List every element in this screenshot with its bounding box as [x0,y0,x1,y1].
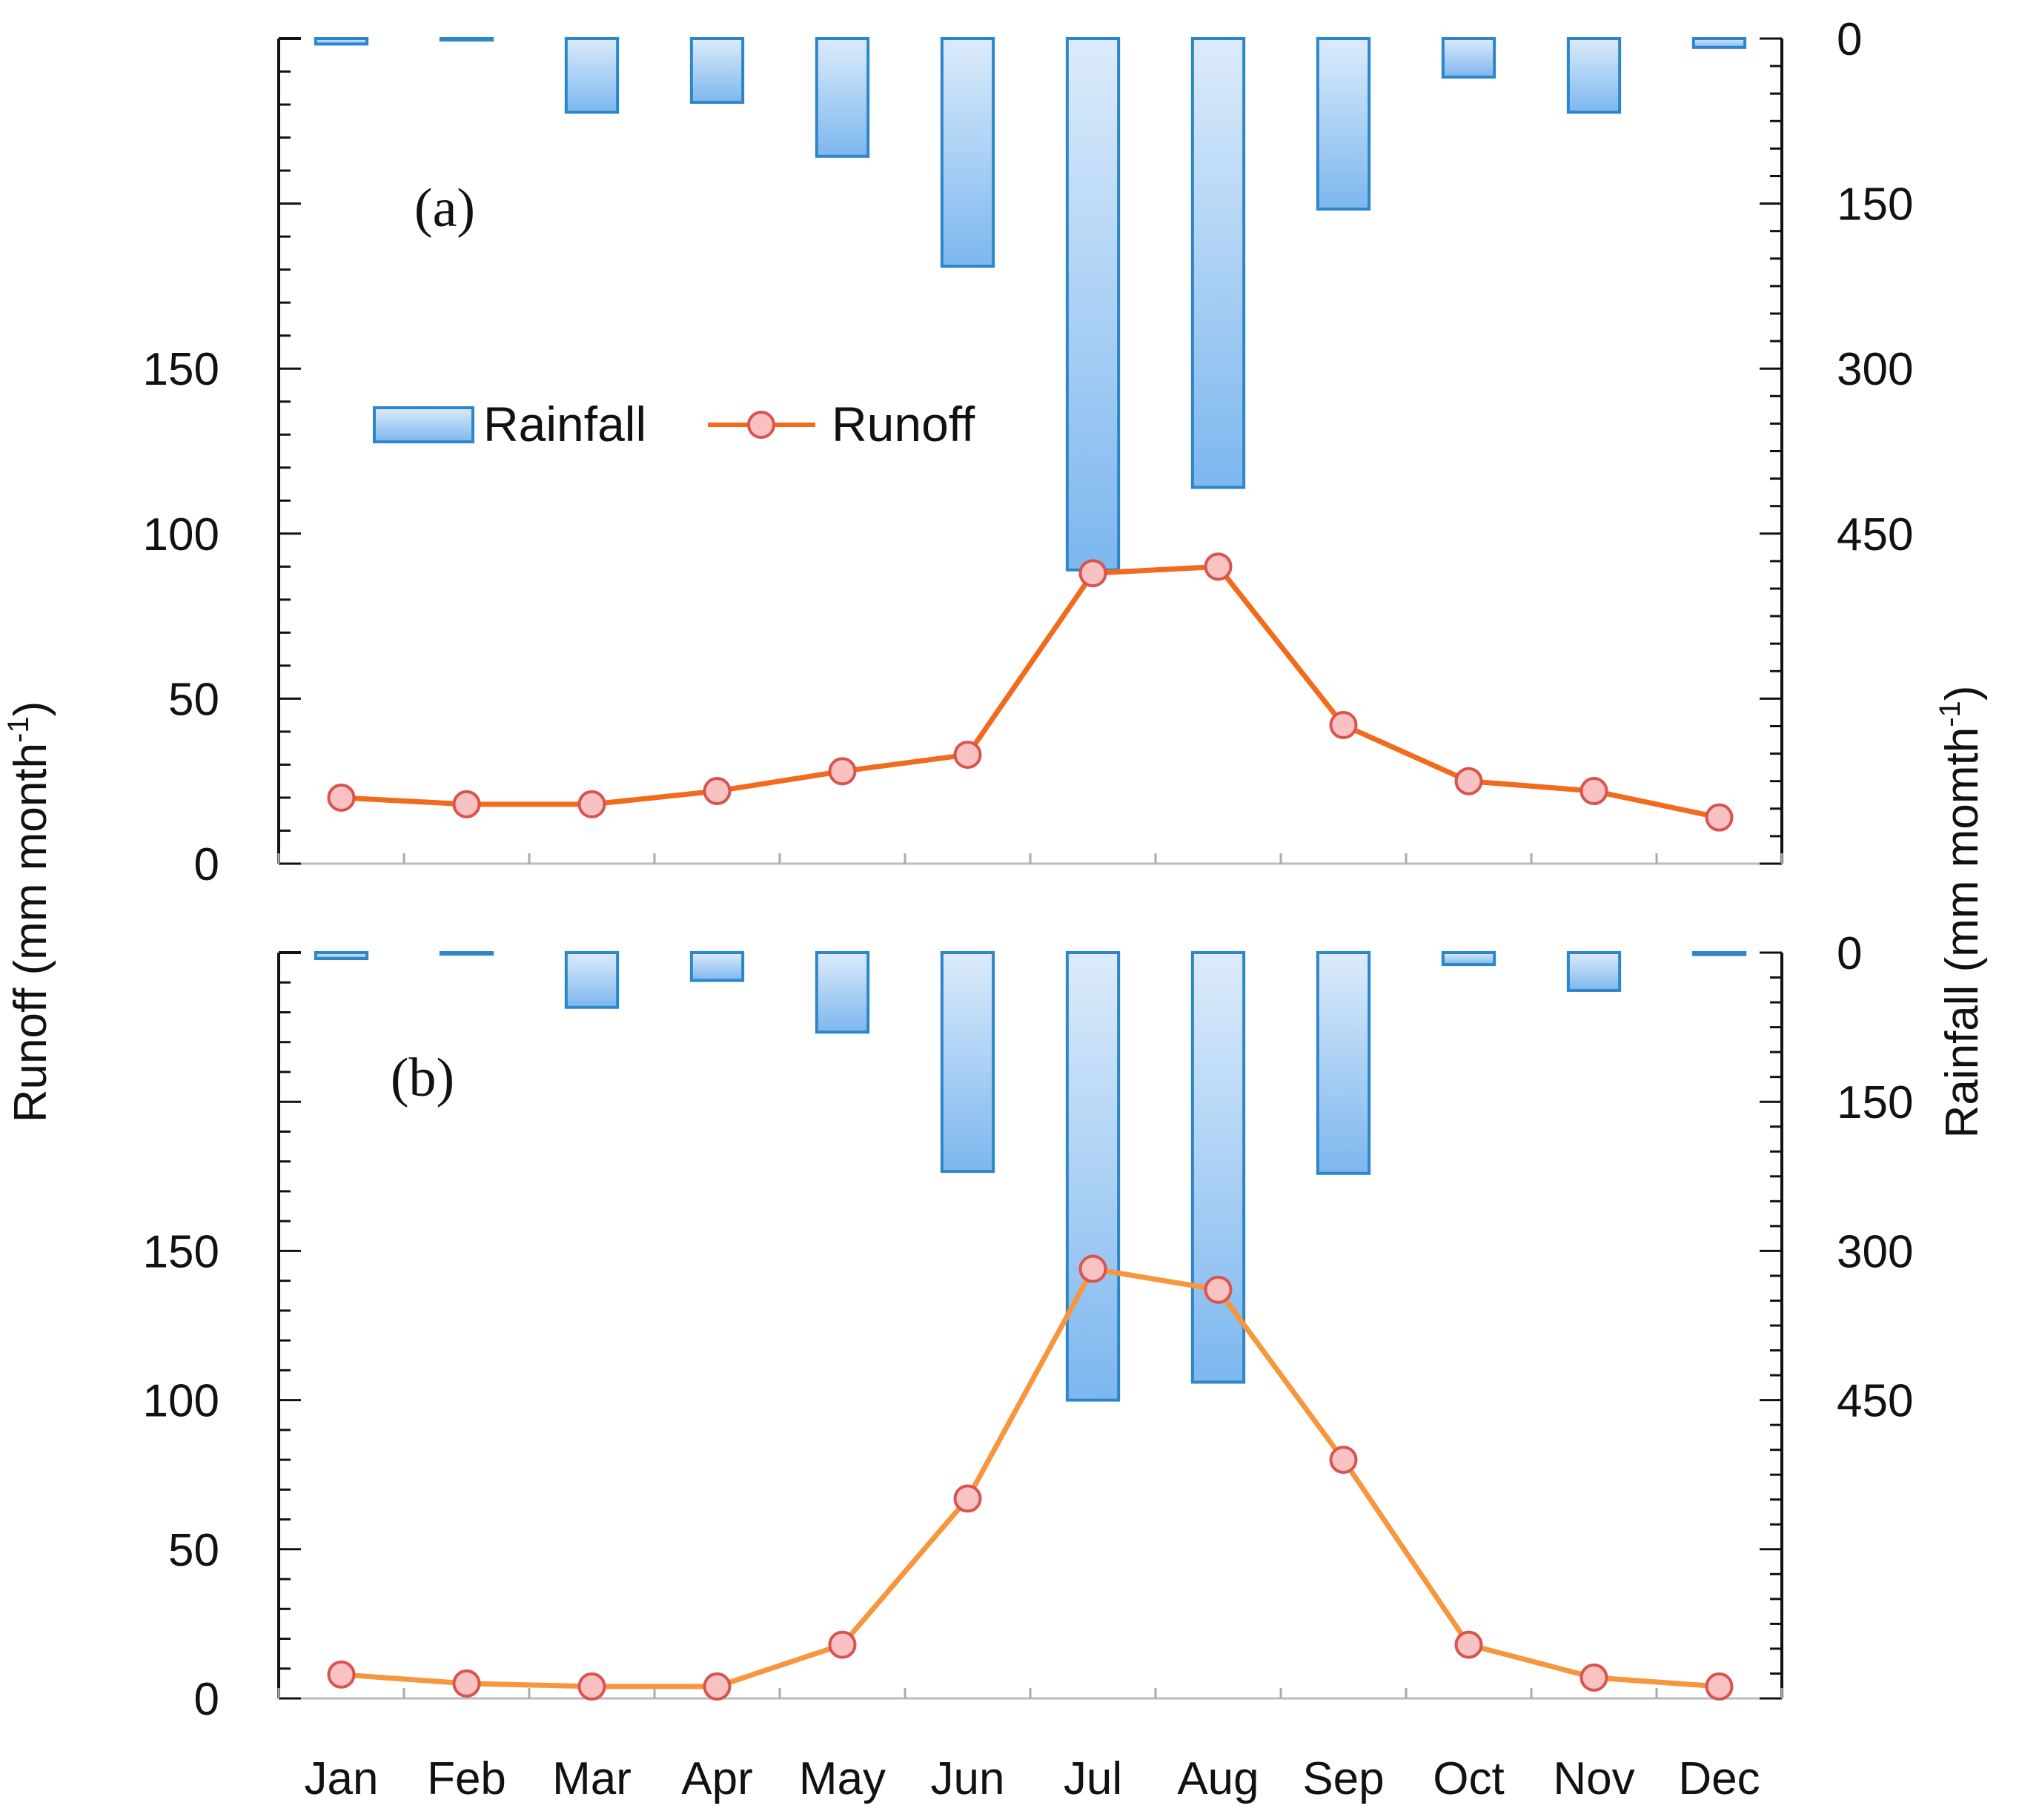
left-axis-title: Runoff (mm month-1) [2,701,56,1123]
left-tick-label: 0 [194,839,219,890]
runoff-point-aug [1204,1275,1233,1304]
rainfall-bar-feb [439,951,494,956]
rainfall-bar-oct [1441,951,1496,967]
rainfall-bar-dec [1691,951,1747,956]
panel-a: 0 50 100 150 0 150 300 450 (a) [143,14,1914,890]
runoff-point-mar [577,1672,606,1701]
legend-runoff-marker [747,411,775,439]
runoff-point-apr [703,777,732,806]
runoff-point-dec [1705,1672,1734,1701]
x-label-jan: Jan [305,1753,379,1804]
x-label-jun: Jun [931,1753,1005,1804]
runoff-point-nov [1580,1663,1608,1692]
rainfall-bar-jun [940,37,995,268]
x-label-oct: Oct [1433,1753,1504,1804]
runoff-line [341,563,1720,821]
rainfall-bar-may [815,951,870,1034]
runoff-point-feb [452,1669,481,1698]
x-label-nov: Nov [1553,1753,1634,1804]
rainfall-bar-jul [1065,951,1121,1402]
runoff-point-jan [327,783,356,812]
legend-rainfall-label: Rainfall [483,397,646,451]
x-label-may: May [799,1753,886,1804]
rainfall-bar-nov [1566,951,1622,992]
x-label-apr: Apr [681,1753,752,1804]
legend-rainfall-swatch [373,406,474,443]
rainfall-bar-jul [1065,37,1121,572]
left-tick-label: 150 [143,344,219,395]
rainfall-bar-nov [1566,37,1622,114]
runoff-point-oct [1454,1630,1483,1659]
panel-b: 0 50 100 150 0 150 300 450 (b) [143,928,1914,1725]
left-tick-label: 100 [143,1376,219,1427]
runoff-point-sep [1329,711,1358,740]
rainfall-bar-apr [689,951,745,982]
right-tick-label: 300 [1837,344,1913,395]
rainfall-bar-aug [1190,37,1246,489]
rainfall-bar-mar [564,37,620,114]
right-axis-title: Rainfall (mm momth-1) [1934,686,1988,1139]
rainfall-bar-sep [1316,37,1371,211]
right-tick-label: 0 [1837,14,1862,65]
x-axis-labels: Jan Feb Mar Apr May Jun Jul Aug Sep Oct Nov Dec [305,1753,1760,1804]
rainfall-bar-sep [1316,951,1371,1175]
runoff-point-nov [1580,777,1608,806]
runoff-point-jul [1078,1254,1107,1283]
rainfall-bar-mar [564,951,620,1009]
left-tick-label: 50 [168,674,219,725]
runoff-point-oct [1454,767,1483,795]
legend-runoff-label: Runoff [832,397,975,451]
right-tick-label: 300 [1837,1226,1913,1277]
runoff-point-dec [1705,803,1734,832]
right-tick-label: 0 [1837,928,1862,979]
runoff-point-feb [452,790,481,818]
runoff-point-jul [1078,559,1107,588]
runoff-point-mar [577,790,606,818]
legend: Rainfall Runoff [373,397,975,451]
x-label-feb: Feb [427,1753,506,1804]
runoff-point-may [828,1630,857,1659]
runoff-point-apr [703,1672,732,1701]
panel-label: (b) [391,1048,454,1108]
runoff-point-jun [953,741,982,770]
x-label-mar: Mar [552,1753,632,1804]
runoff-point-jun [953,1484,982,1513]
left-tick-label: 50 [168,1525,219,1576]
runoff-point-jan [327,1660,356,1689]
left-tick-label: 100 [143,509,219,560]
rainfall-bar-jan [314,37,369,46]
rainfall-bar-jan [314,951,369,961]
x-label-aug: Aug [1177,1753,1259,1804]
runoff-line [341,1266,1720,1690]
right-tick-label: 450 [1837,1376,1913,1427]
right-tick-label: 150 [1837,1077,1913,1128]
rainfall-bar-feb [439,37,494,42]
x-label-dec: Dec [1678,1753,1760,1804]
rainfall-bar-may [815,37,870,158]
x-label-sep: Sep [1302,1753,1384,1804]
rainfall-bar-apr [689,37,745,105]
runoff-point-aug [1204,552,1233,581]
rainfall-bar-dec [1691,37,1747,49]
x-label-jul: Jul [1064,1753,1122,1804]
right-tick-label: 150 [1837,179,1913,231]
left-tick-label: 0 [194,1674,219,1725]
rainfall-bar-oct [1441,37,1496,79]
right-tick-label: 450 [1837,509,1913,560]
runoff-point-may [828,757,857,786]
rainfall-bar-jun [940,951,995,1174]
runoff-point-sep [1329,1446,1358,1475]
panel-label: (a) [414,178,475,239]
left-tick-label: 150 [143,1226,219,1277]
